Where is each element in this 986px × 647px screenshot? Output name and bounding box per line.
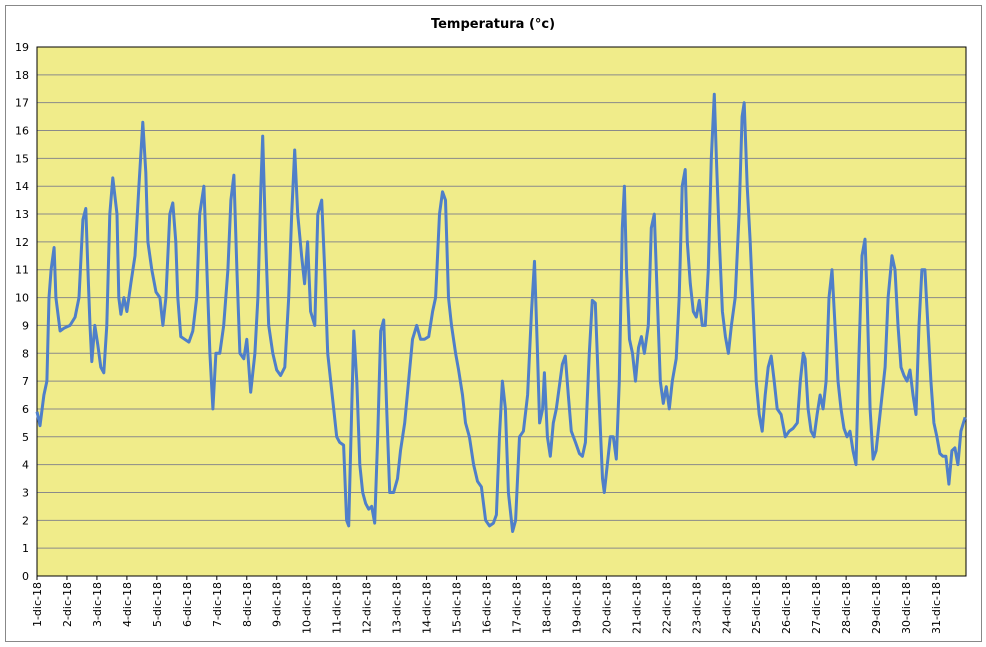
y-tick-label: 0 (22, 570, 29, 583)
x-tick-label: 24-dic-18 (720, 582, 733, 634)
x-tick-label: 29-dic-18 (870, 582, 883, 634)
y-tick-label: 8 (22, 347, 29, 360)
x-tick-label: 7-dic-18 (211, 582, 224, 627)
chart-title: Temperatura (°c) (431, 17, 555, 32)
y-tick-label: 3 (22, 486, 29, 499)
y-tick-label: 10 (15, 292, 29, 305)
x-tick-label: 21-dic-18 (630, 582, 643, 634)
x-tick-label: 9-dic-18 (271, 582, 284, 627)
x-tick-label: 18-dic-18 (540, 582, 553, 634)
x-tick-label: 6-dic-18 (181, 582, 194, 627)
y-tick-label: 4 (22, 459, 29, 472)
plot-area (37, 47, 966, 576)
x-tick-label: 22-dic-18 (660, 582, 673, 634)
y-tick-label: 9 (22, 319, 29, 332)
temperature-line (35, 92, 967, 533)
x-tick-label: 5-dic-18 (151, 582, 164, 627)
y-tick-label: 5 (22, 431, 29, 444)
x-tick-label: 14-dic-18 (421, 582, 434, 634)
y-tick-label: 6 (22, 403, 29, 416)
y-tick-label: 1 (22, 542, 29, 555)
x-tick-label: 10-dic-18 (301, 582, 314, 634)
y-tick-label: 19 (15, 41, 29, 54)
y-tick-label: 7 (22, 375, 29, 388)
y-tick-label: 14 (15, 180, 29, 193)
x-tick-label: 27-dic-18 (810, 582, 823, 634)
x-tick-label: 23-dic-18 (690, 582, 703, 634)
x-tick-label: 12-dic-18 (361, 582, 374, 634)
x-tick-label: 3-dic-18 (91, 582, 104, 627)
x-tick-label: 19-dic-18 (570, 582, 583, 634)
plot-border (36, 46, 967, 577)
x-tick-label: 11-dic-18 (331, 582, 344, 634)
x-tick-label: 28-dic-18 (840, 582, 853, 634)
y-tick-label: 11 (15, 264, 29, 277)
y-tick-label: 17 (15, 97, 29, 110)
x-tick-label: 16-dic-18 (481, 582, 494, 634)
x-tick-label: 15-dic-18 (451, 582, 464, 634)
x-tick-label: 2-dic-18 (61, 582, 74, 627)
x-tick-label: 31-dic-18 (930, 582, 943, 634)
y-tick-label: 12 (15, 236, 29, 249)
x-tick-label: 13-dic-18 (391, 582, 404, 634)
x-tick-label: 30-dic-18 (900, 582, 913, 634)
x-tick-label: 25-dic-18 (750, 582, 763, 634)
y-tick-label: 18 (15, 69, 29, 82)
y-tick-label: 15 (15, 152, 29, 165)
x-tick-label: 1-dic-18 (31, 582, 44, 627)
x-tick-label: 17-dic-18 (510, 582, 523, 634)
y-tick-label: 2 (22, 514, 29, 527)
x-tick-label: 4-dic-18 (121, 582, 134, 627)
x-tick-label: 20-dic-18 (600, 582, 613, 634)
x-tick-label: 8-dic-18 (241, 582, 254, 627)
y-tick-label: 16 (15, 125, 29, 138)
x-tick-label: 26-dic-18 (780, 582, 793, 634)
y-tick-label: 13 (15, 208, 29, 221)
